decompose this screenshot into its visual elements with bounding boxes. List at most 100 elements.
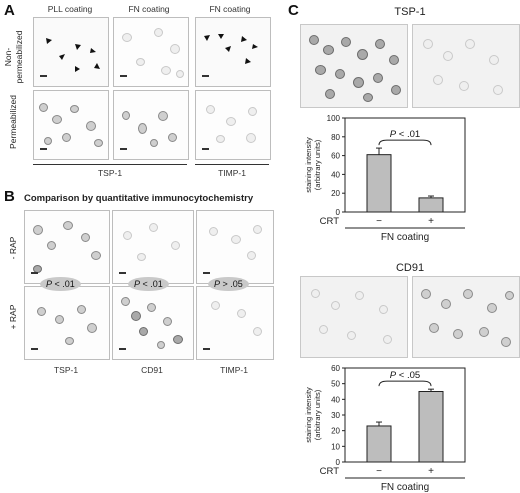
group-label: FN coating	[381, 482, 429, 492]
cell	[315, 65, 326, 75]
cell	[173, 335, 183, 344]
cell	[441, 299, 451, 309]
cell	[91, 251, 101, 260]
cell	[122, 33, 132, 42]
cell	[44, 137, 52, 145]
category-label: −	[376, 216, 382, 227]
cell	[323, 45, 334, 55]
cell	[37, 307, 46, 316]
p-op: < .01	[140, 279, 163, 289]
micrograph-b-tsp1-plus	[24, 286, 110, 360]
group-line-tsp1	[33, 164, 187, 165]
row-label-permeabilized: Permeabilized	[8, 95, 18, 149]
y-axis-label: staining intensity(arbitrary units)	[304, 137, 322, 193]
arrowhead	[75, 66, 80, 72]
cell	[248, 107, 257, 116]
cell	[433, 75, 443, 85]
cell	[157, 341, 165, 349]
p-letter: P	[390, 370, 397, 381]
panel-b-title: Comparison by quantitative immunocytoche…	[24, 193, 254, 204]
scale-bar	[203, 348, 210, 350]
arrowhead	[225, 46, 231, 52]
cell	[86, 121, 96, 131]
cell	[33, 225, 43, 235]
arrowhead	[94, 63, 100, 69]
column-label-fn-2: FN coating	[209, 4, 251, 14]
cell	[347, 331, 356, 340]
arrowhead	[218, 34, 224, 39]
cell	[154, 28, 163, 37]
category-label: +	[428, 466, 434, 477]
p-value-timp1: P > .05	[208, 277, 249, 291]
cell	[52, 115, 62, 124]
cell	[81, 233, 90, 242]
scale-bar	[31, 272, 38, 274]
p-op: > .05	[220, 279, 243, 289]
micrograph-b-cd91-minus	[112, 210, 194, 284]
x-axis-prefix: CRT	[320, 216, 340, 227]
micrograph-a-pll-perm	[33, 90, 109, 160]
cell	[253, 225, 262, 234]
scale-bar	[202, 148, 209, 150]
y-tick-label: 40	[331, 395, 340, 404]
cell	[123, 231, 132, 240]
cell	[325, 89, 335, 99]
cell	[87, 323, 97, 333]
cell	[453, 329, 463, 339]
panel-c-letter: C	[288, 2, 299, 19]
p-value-tsp1: P < .01	[40, 277, 81, 291]
scale-bar	[120, 148, 127, 150]
bar	[418, 391, 444, 463]
cell	[150, 139, 158, 147]
cell	[389, 55, 399, 65]
arrowhead	[59, 54, 65, 60]
cell	[65, 337, 74, 345]
significance-bracket	[378, 380, 432, 387]
arrowhead	[252, 44, 258, 49]
scale-bar	[40, 148, 47, 150]
cell	[459, 81, 469, 91]
arrowhead	[204, 35, 210, 41]
cell	[375, 39, 385, 49]
x-axis-prefix: CRT	[320, 466, 340, 477]
cell	[505, 291, 514, 300]
cell	[421, 289, 431, 299]
p-letter: P	[390, 129, 397, 140]
cell	[168, 133, 177, 142]
bar	[418, 197, 444, 213]
category-label: −	[376, 466, 382, 477]
micrograph-c-cd91-plus	[412, 276, 520, 358]
y-tick-label: 60	[331, 152, 340, 161]
cell	[206, 105, 215, 114]
cell	[122, 111, 130, 120]
group-line-timp1	[195, 164, 269, 165]
cell	[94, 139, 103, 147]
panel-c-bottom-title: CD91	[395, 262, 425, 274]
p-value-annotation: P < .01	[390, 129, 420, 140]
cell	[211, 301, 220, 310]
y-tick-label: 50	[331, 380, 340, 389]
cell	[246, 133, 256, 143]
micrograph-b-timp1-plus	[196, 286, 274, 360]
cell	[147, 303, 156, 312]
y-tick-label: 10	[331, 442, 340, 451]
column-label-cd91: CD91	[141, 365, 163, 375]
significance-bracket	[378, 139, 432, 146]
cell	[163, 317, 172, 326]
cell	[247, 251, 256, 260]
plot-frame	[344, 367, 466, 463]
cell	[39, 103, 48, 112]
cell	[363, 93, 373, 102]
y-tick-label: 60	[331, 364, 340, 373]
cell	[465, 39, 475, 49]
cell	[231, 235, 241, 244]
micrograph-b-timp1-minus	[196, 210, 274, 284]
p-value-cd91: P < .01	[128, 277, 169, 291]
micrograph-c-tsp1-plus	[412, 24, 520, 108]
y-tick-label: 40	[331, 170, 340, 179]
cell	[391, 85, 401, 95]
cell	[63, 221, 73, 230]
cell	[216, 135, 225, 143]
cell	[341, 37, 351, 47]
arrowhead	[90, 48, 96, 53]
